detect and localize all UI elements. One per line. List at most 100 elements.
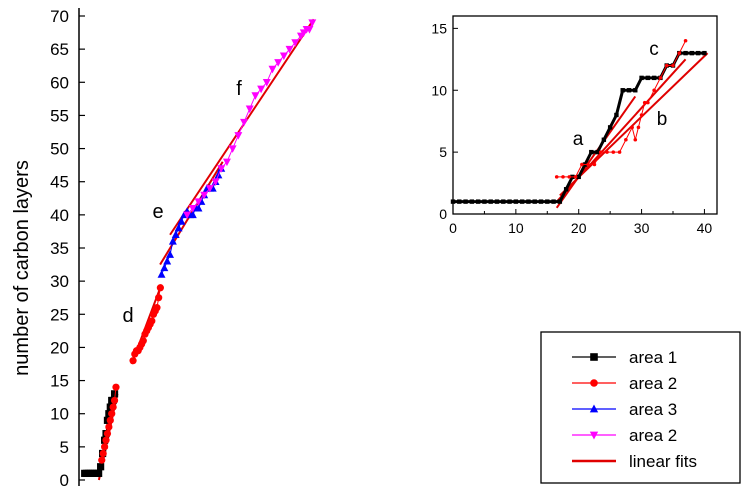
inset-chart: 0 10 20 30 40 0 5 10 15 a b c	[431, 15, 718, 236]
main-chart: 0 5 10 15 20 25 30 35 40 45 50 55 60 65 70 number of ca…	[11, 7, 317, 486]
data-point	[102, 436, 110, 444]
data-point	[157, 270, 166, 278]
data-point	[262, 79, 271, 87]
data-point	[291, 39, 300, 47]
data-point	[171, 230, 180, 238]
data-point	[97, 463, 105, 471]
data-point	[624, 137, 628, 142]
legend-label: area 1	[629, 348, 677, 367]
legend: area 1 area 2 area 3 area 2 linear fits	[540, 331, 741, 484]
data-point	[153, 304, 161, 312]
y-tick-label: 5	[439, 144, 447, 160]
data-point	[683, 38, 688, 43]
data-point	[567, 175, 572, 179]
legend-label: area 2	[629, 426, 677, 445]
data-point	[611, 150, 616, 154]
data-point	[620, 88, 625, 93]
data-point	[251, 92, 260, 100]
data-point	[646, 100, 650, 105]
data-point	[519, 199, 525, 204]
data-point	[605, 150, 609, 154]
data-point	[139, 337, 147, 345]
y-tick-label: 70	[50, 7, 69, 26]
data-point	[507, 199, 512, 204]
data-point	[689, 50, 695, 56]
data-point	[601, 137, 607, 142]
y-tick-label: 30	[50, 272, 69, 291]
data-point	[177, 217, 186, 225]
data-point	[633, 137, 638, 142]
data-point	[106, 416, 114, 424]
data-point	[194, 203, 203, 212]
data-point	[101, 443, 109, 451]
data-point	[245, 105, 254, 114]
y-tick-label: 45	[50, 173, 69, 192]
data-point	[285, 45, 294, 54]
data-point	[526, 199, 531, 204]
data-point	[595, 149, 600, 155]
data-point	[642, 100, 647, 105]
data-point	[234, 132, 243, 140]
data-point	[664, 63, 669, 68]
data-point	[652, 88, 656, 93]
y-tick-label: 20	[50, 338, 69, 357]
data-point	[614, 112, 619, 118]
data-point	[469, 199, 475, 204]
data-point	[156, 284, 164, 292]
inset-frame	[452, 15, 718, 215]
data-point	[482, 199, 487, 204]
data-point	[651, 75, 657, 81]
data-point	[110, 396, 119, 405]
x-tick-label: 40	[697, 220, 713, 236]
y-tick-label: 65	[50, 40, 69, 59]
data-point	[563, 187, 569, 192]
data-point	[513, 199, 519, 204]
data-point	[163, 256, 172, 265]
legend-marker	[589, 431, 599, 440]
legend-marker	[589, 404, 599, 413]
data-point	[573, 175, 578, 179]
y-tick-label: 40	[50, 206, 69, 225]
annotation-d: d	[122, 305, 133, 327]
data-point	[532, 199, 537, 204]
data-point	[168, 237, 177, 245]
data-point	[98, 456, 106, 464]
x-tick-label: 30	[634, 220, 650, 236]
y-tick-label: 10	[50, 405, 69, 424]
data-point	[494, 199, 500, 204]
data-point	[630, 125, 634, 130]
legend-label: area 3	[629, 400, 677, 419]
data-point	[683, 50, 688, 56]
data-point	[586, 162, 590, 167]
data-point	[463, 199, 468, 204]
data-point	[636, 125, 641, 130]
data-point	[228, 145, 237, 153]
x-tick-label: 10	[508, 220, 524, 236]
y-tick-label: 25	[50, 305, 69, 324]
x-tick-label: 20	[571, 220, 587, 236]
legend-marker	[590, 379, 598, 387]
data-point	[557, 199, 563, 204]
legend-marker	[590, 353, 598, 361]
data-point	[639, 113, 644, 117]
data-point	[166, 250, 175, 258]
data-point	[576, 174, 581, 180]
data-point	[211, 178, 220, 187]
data-point	[671, 63, 675, 68]
legend-label: area 2	[629, 374, 677, 393]
data-point	[268, 65, 277, 74]
data-point	[188, 210, 197, 219]
data-point	[633, 88, 638, 93]
data-point	[626, 88, 632, 93]
data-point	[695, 50, 701, 56]
data-point	[103, 430, 112, 438]
data-point	[240, 118, 248, 127]
y-tick-label: 15	[431, 20, 447, 36]
data-point	[105, 423, 113, 431]
data-point	[580, 162, 584, 167]
annotation-a: a	[573, 129, 584, 150]
data-point	[598, 150, 603, 154]
annotation-c: c	[649, 39, 659, 60]
data-point	[702, 50, 707, 56]
